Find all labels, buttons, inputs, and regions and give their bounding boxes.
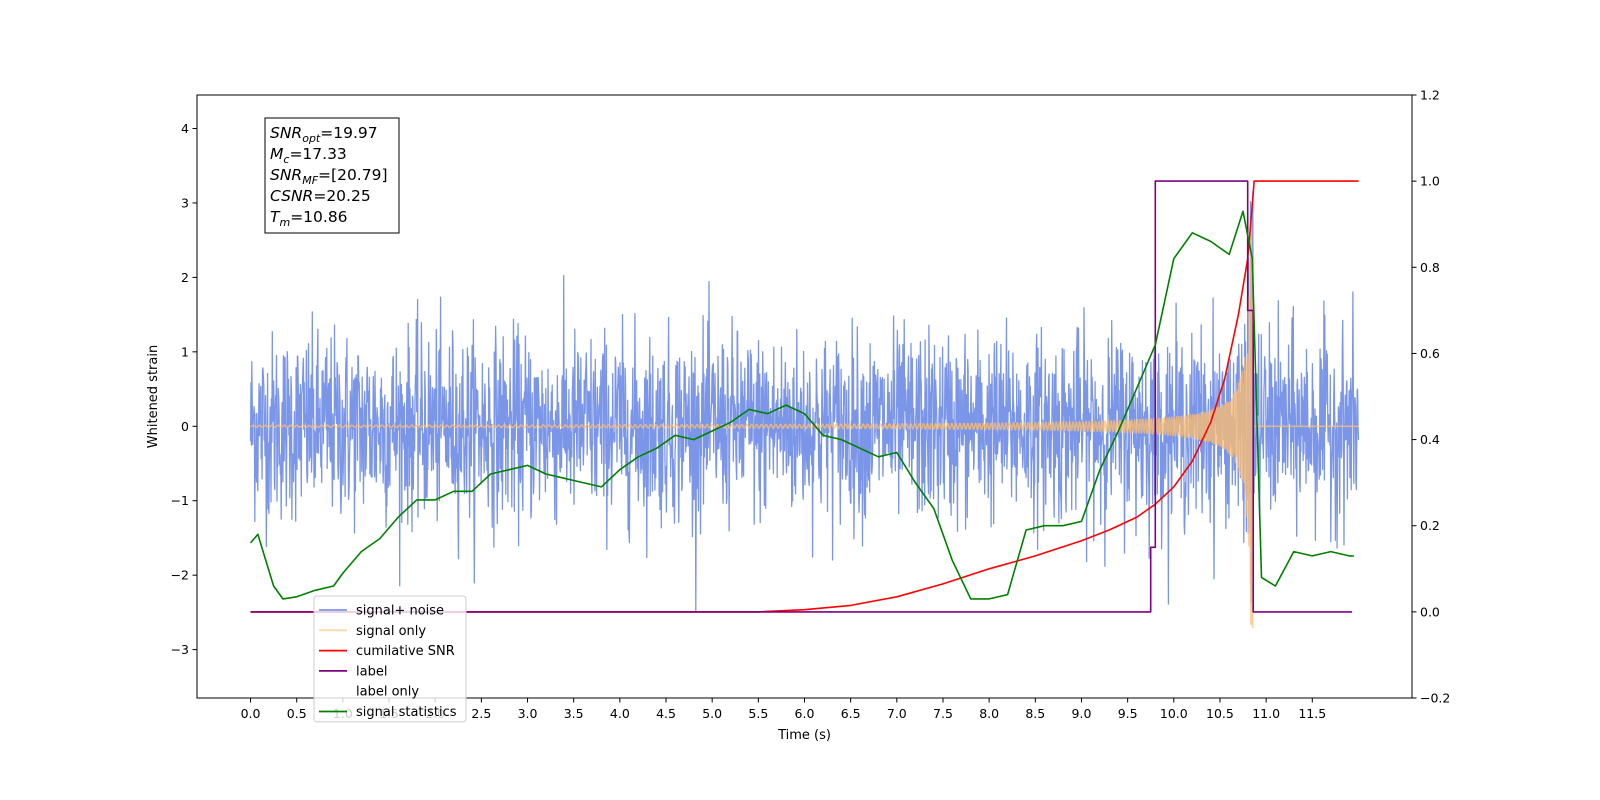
y-right-tick-label: 0.2 [1420,518,1440,533]
y-right-tick-label: 1.2 [1420,88,1440,103]
legend-entry: label only [356,685,419,700]
legend-frame [313,595,467,723]
y-right-tick-label: 0.8 [1420,260,1440,275]
stats-line: Tm=10.86 [270,208,348,229]
series-line-cumilative-snr [250,180,1359,613]
stats-line: Mc=17.33 [270,145,347,166]
x-tick-label: 0.5 [287,706,307,721]
x-tick-label: 11.5 [1298,706,1326,721]
y-right-tick-label: 0.4 [1420,432,1440,447]
x-tick-label: 8.5 [1025,706,1045,721]
y-left-tick-label: 2 [181,270,189,285]
x-tick-label: 7.0 [887,706,907,721]
x-tick-label: 9.0 [1072,706,1092,721]
x-tick-label: 4.0 [610,706,630,721]
stats-line: SNRopt=19.97 [270,124,378,145]
y-right-tick-label: 0.6 [1420,346,1440,361]
series-line-signal-statistics [249,210,1354,600]
x-tick-label: 0.0 [241,706,261,721]
x-tick-label: 6.5 [841,706,861,721]
legend-entry: signal only [356,624,426,639]
x-tick-label: 5.5 [748,706,768,721]
x-tick-label: 10.0 [1160,706,1188,721]
x-tick-label: 11.0 [1252,706,1280,721]
axes: 0.00.51.01.52.02.53.03.54.04.55.05.56.06… [171,88,1451,722]
x-tick-label: 5.0 [702,706,722,721]
x-tick-label: 2.5 [471,706,491,721]
y-axis-label-left: Whitened strain [146,345,161,448]
legend: signal+ noise signal only cumilative SNR la… [313,595,467,723]
legend-entry: label [356,664,387,679]
x-tick-label: 7.5 [933,706,953,721]
y-left-tick-label: 3 [181,195,189,210]
stats-box-frame [264,117,400,234]
series-line-label [250,180,1352,613]
series-line-signal-only [250,228,1359,629]
plot-area [249,180,1360,629]
x-tick-label: 3.0 [518,706,538,721]
x-tick-label: 9.5 [1118,706,1138,721]
y-left-tick-label: −1 [171,493,189,508]
x-tick-label: 8.0 [979,706,999,721]
legend-entry: signal+ noise [356,604,444,619]
y-right-tick-label: −0.2 [1420,691,1450,706]
y-left-tick-label: −2 [171,568,189,583]
x-axis-label: Time (s) [777,728,831,743]
stats-annotation-box: SNRopt=19.97Mc=17.33SNRMF=[20.79]CSNR=20… [264,117,400,234]
y-left-tick-label: −3 [171,642,189,657]
series-line-signal-noise [249,190,1360,613]
y-right-tick-label: 1.0 [1420,174,1440,189]
y-right-tick-label: 0.0 [1420,604,1440,619]
legend-entry: signal statistics [356,705,457,720]
x-tick-label: 4.5 [656,706,676,721]
stats-line: SNRMF=[20.79] [270,166,388,187]
legend-entry: cumilative SNR [356,644,455,659]
x-tick-label: 10.5 [1206,706,1234,721]
y-left-tick-label: 4 [181,121,189,136]
x-tick-label: 3.5 [564,706,584,721]
x-tick-label: 6.0 [795,706,815,721]
stats-line: CSNR=20.25 [270,187,371,205]
y-left-tick-label: 1 [181,344,189,359]
y-left-tick-label: 0 [181,419,189,434]
